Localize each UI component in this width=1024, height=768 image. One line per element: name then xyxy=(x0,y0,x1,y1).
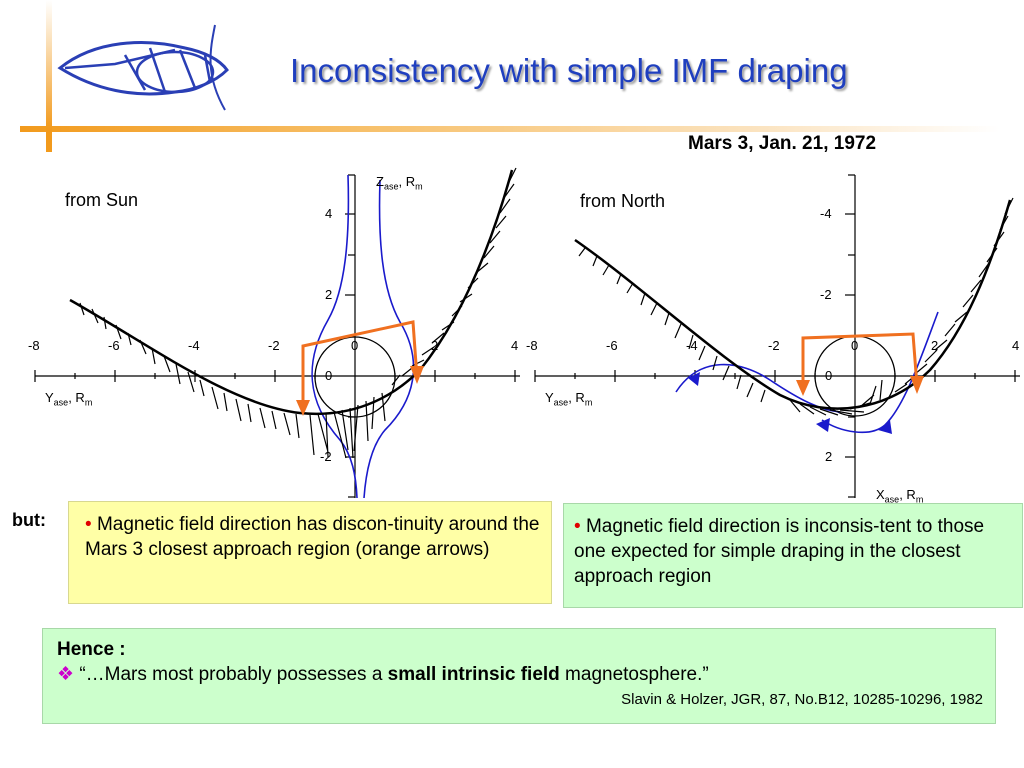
page-title: Inconsistency with simple IMF draping xyxy=(290,52,848,89)
left-orange-arrows xyxy=(301,320,419,412)
discontinuity-note-box: • Magnetic field direction has discon-ti… xyxy=(68,501,552,604)
left-field-line-1 xyxy=(311,174,358,499)
left-x-tick: -6 xyxy=(108,338,120,353)
diamond-bullet-icon: ❖ xyxy=(57,664,75,685)
left-x-tick: -2 xyxy=(268,338,280,353)
vertical-accent-line xyxy=(46,0,52,152)
right-y-tick: -4 xyxy=(820,206,832,221)
left-x-tick: 4 xyxy=(511,338,519,353)
left-panel-label: from Sun xyxy=(65,190,139,210)
citation: Slavin & Holzer, JGR, 87, No.B12, 10285-… xyxy=(621,691,983,708)
inconsistency-note-text: Magnetic field direction is inconsis-ten… xyxy=(574,516,985,587)
right-y-axis-label: Xase, Rm xyxy=(876,487,924,505)
fish-logo-icon xyxy=(57,24,229,111)
right-y-tick: 0 xyxy=(825,368,833,383)
right-x-tick: 2 xyxy=(931,338,939,353)
left-x-tick: -8 xyxy=(28,338,40,353)
conclusion-heading: Hence : xyxy=(57,639,126,660)
right-trajectory xyxy=(574,199,1012,410)
bullet-icon: • xyxy=(574,516,581,537)
left-y-tick: 0 xyxy=(325,368,333,383)
but-label: but: xyxy=(12,510,46,530)
left-y-tick: -2 xyxy=(320,449,332,464)
conclusion-box: Hence : ❖ “…Mars most probably possesses… xyxy=(42,628,996,724)
right-x-axis-label: Yase, Rm xyxy=(545,390,593,408)
left-y-tick: 4 xyxy=(325,206,333,221)
discontinuity-note-text: Magnetic field direction has discon-tinu… xyxy=(85,514,540,560)
subtitle: Mars 3, Jan. 21, 1972 xyxy=(688,133,877,154)
conclusion-quote: ❖ “…Mars most probably possesses a small… xyxy=(57,664,709,685)
right-x-tick: -6 xyxy=(606,338,618,353)
left-x-tick: 0 xyxy=(351,338,359,353)
right-x-tick: 0 xyxy=(851,338,859,353)
right-orange-arrows xyxy=(801,332,919,392)
right-y-tick: -2 xyxy=(820,287,832,302)
left-field-line-2 xyxy=(363,179,415,499)
left-x-tick: -4 xyxy=(188,338,200,353)
right-x-tick: -2 xyxy=(768,338,780,353)
right-x-tick: -8 xyxy=(526,338,538,353)
left-x-axis-label: Yase, Rm xyxy=(45,390,93,408)
right-field-line-2 xyxy=(821,311,939,434)
left-y-axis-label: Zase, Rm xyxy=(376,174,423,192)
inconsistency-note-box: • Magnetic field direction is inconsis-t… xyxy=(563,503,1023,608)
bullet-icon: • xyxy=(85,514,92,535)
title-underline xyxy=(20,126,1000,132)
left-x-tick: 2 xyxy=(431,338,439,353)
right-y-tick: 2 xyxy=(825,449,833,464)
mars-circle-left xyxy=(314,336,396,418)
right-panel-label: from North xyxy=(580,191,666,211)
right-x-tick: 4 xyxy=(1012,338,1020,353)
key-phrase: small intrinsic field xyxy=(387,664,560,685)
left-y-tick: 2 xyxy=(325,287,333,302)
right-x-tick: -4 xyxy=(686,338,698,353)
